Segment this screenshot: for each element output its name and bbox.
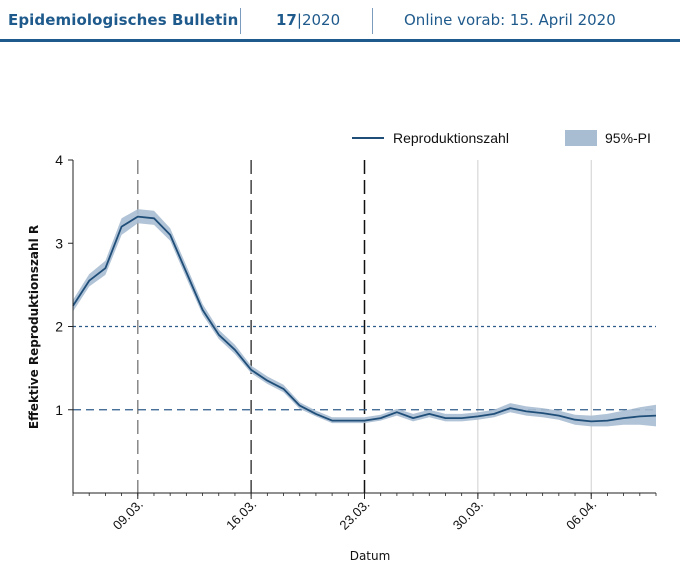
issue-number-value: 17: [276, 11, 297, 29]
journal-title: Epidemiologisches Bulletin: [8, 11, 239, 29]
x-tick-label-16.03.: 16.03.: [223, 497, 259, 533]
legend-band-label: 95%-PI: [605, 130, 651, 146]
issue-number: 17|2020: [276, 11, 340, 29]
header-divider: [240, 8, 241, 34]
y-tick-label-3: 3: [55, 235, 63, 251]
issue-separator: |: [296, 11, 302, 29]
legend-line-label: Reproduktionszahl: [393, 130, 509, 146]
x-tick-label-23.03.: 23.03.: [336, 497, 372, 533]
online-date: Online vorab: 15. April 2020: [404, 11, 616, 29]
legend-band-swatch: [565, 130, 597, 146]
x-axis-label: Datum: [350, 549, 391, 563]
axes: 1 2 3 4 09.03. 16.03. 23.03. 30.03. 06.04.: [55, 152, 657, 533]
y-tick-label-2: 2: [55, 319, 63, 335]
reference-lines: [73, 325, 656, 411]
x-tick-label-06.04.: 06.04.: [563, 497, 599, 533]
header-divider: [372, 8, 373, 34]
x-tick-label-30.03.: 30.03.: [450, 497, 486, 533]
y-tick-label-4: 4: [55, 152, 63, 168]
y-tick-label-1: 1: [55, 402, 63, 418]
legend: Reproduktionszahl 95%-PI: [352, 130, 651, 146]
y-axis-label: Effektive Reproduktionszahl R: [27, 225, 41, 429]
x-tick-label-09.03.: 09.03.: [110, 497, 146, 533]
r-value-line: [72, 215, 657, 423]
issue-year: 2020: [301, 11, 341, 29]
r-value-line-group: [72, 215, 657, 423]
bulletin-header: Epidemiologisches Bulletin 17|2020 Onlin…: [0, 0, 680, 42]
